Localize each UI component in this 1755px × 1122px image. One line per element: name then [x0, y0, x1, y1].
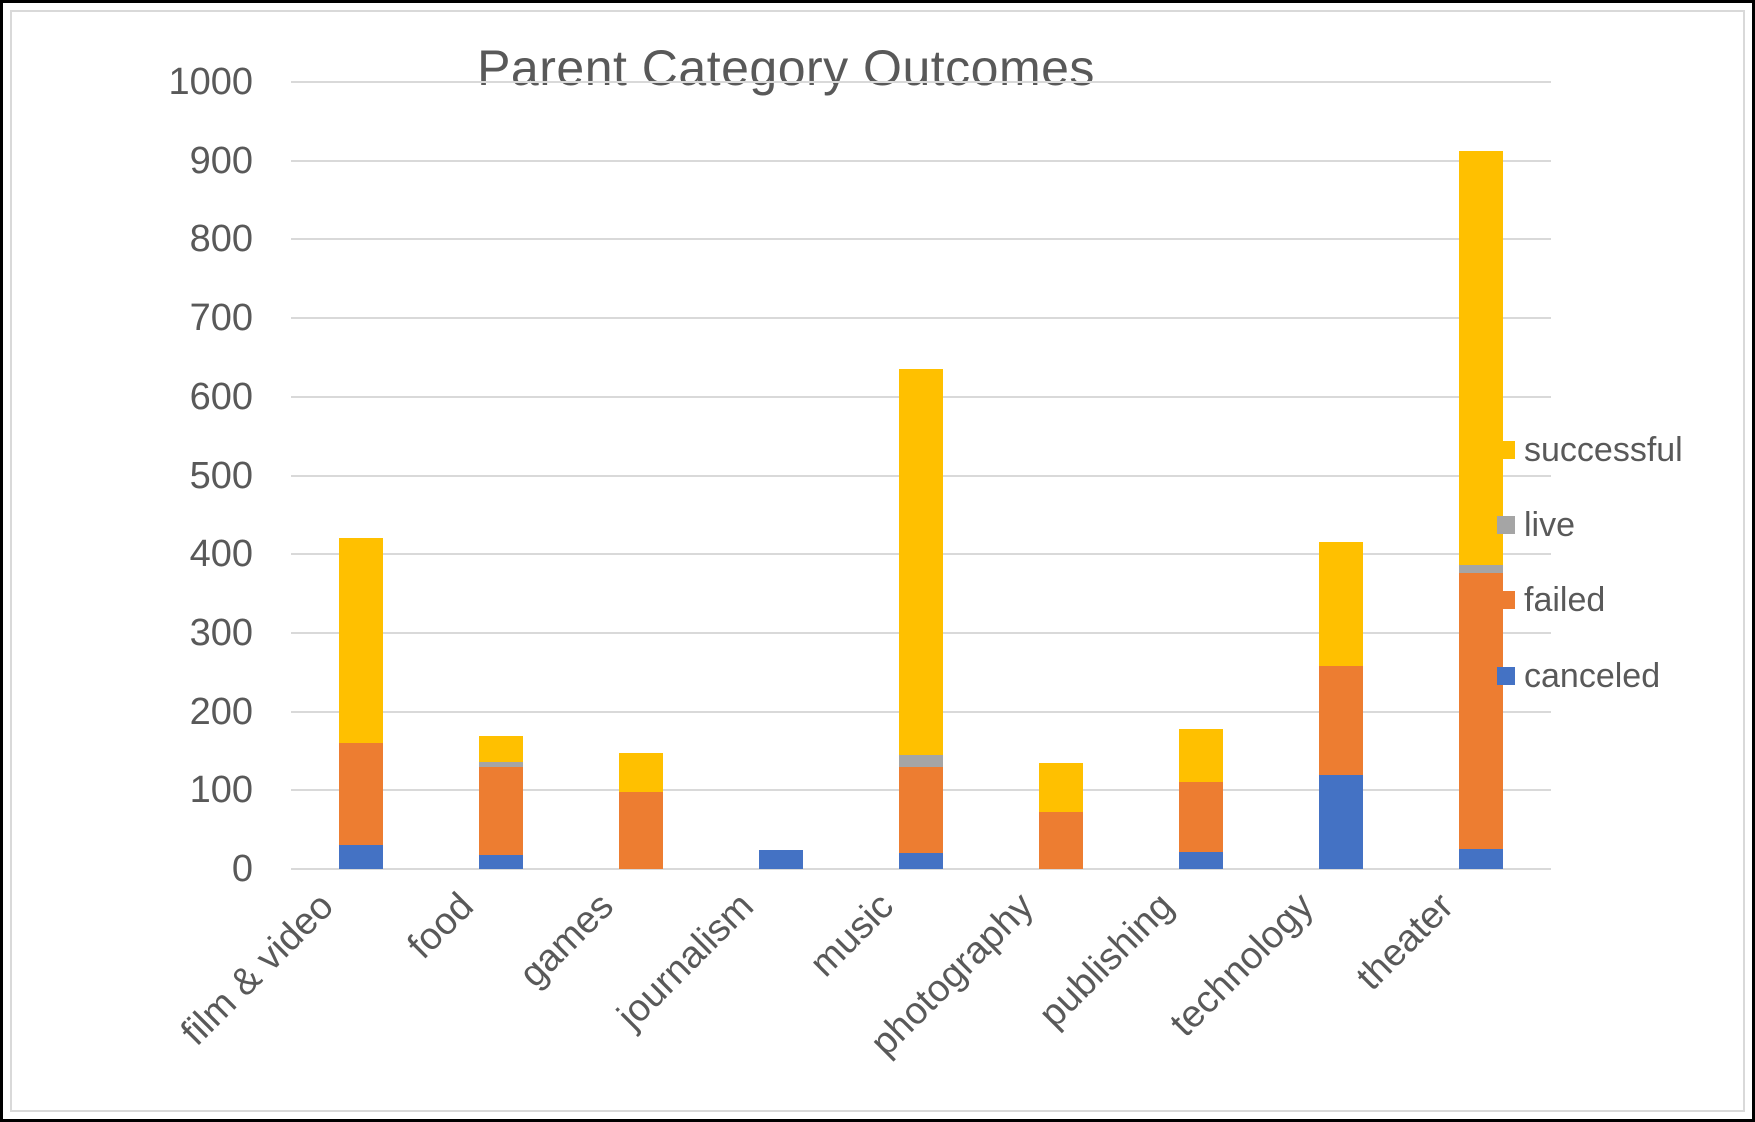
legend-item-successful: successful: [1497, 430, 1683, 470]
gridline: [291, 317, 1551, 320]
bar-segment-failed: [1039, 812, 1083, 869]
bar-segment-live: [1459, 565, 1503, 574]
bar-segment-successful: [1319, 541, 1363, 666]
y-axis-tick-label: 300: [189, 611, 253, 654]
y-axis-tick-label: 100: [189, 769, 253, 812]
bar-segment-successful: [1459, 151, 1503, 566]
legend-label: failed: [1524, 580, 1606, 619]
legend-item-live: live: [1497, 505, 1575, 545]
gridline: [291, 81, 1551, 83]
y-axis-tick-label: 800: [189, 218, 253, 261]
y-axis-tick-label: 1000: [168, 61, 253, 103]
bar-segment-failed: [1459, 573, 1503, 850]
bar-segment-failed: [479, 766, 523, 855]
bar-segment-canceled: [479, 854, 523, 869]
bar-segment-canceled: [1319, 774, 1363, 869]
chart-title: Parent Category Outcomes: [477, 40, 1095, 96]
y-axis-tick-label: 700: [189, 297, 253, 340]
legend-swatch-icon: [1497, 667, 1515, 685]
gridline: [291, 159, 1551, 162]
bar-segment-successful: [339, 538, 383, 744]
legend-item-canceled: canceled: [1497, 656, 1660, 696]
legend-swatch-icon: [1497, 441, 1515, 459]
bar-segment-successful: [1179, 728, 1223, 783]
bar-segment-canceled: [1179, 852, 1223, 869]
y-axis-tick-label: 400: [189, 533, 253, 576]
legend-swatch-icon: [1497, 516, 1515, 534]
legend-label: live: [1524, 505, 1576, 544]
legend-label: successful: [1524, 430, 1683, 469]
legend-swatch-icon: [1497, 591, 1515, 609]
bar-segment-live: [899, 754, 943, 768]
bar-segment-canceled: [899, 853, 943, 869]
chart-frame-border: [10, 10, 1745, 1112]
y-axis-tick-label: 500: [189, 454, 253, 497]
bar-segment-successful: [619, 752, 663, 792]
bar-segment-failed: [339, 743, 383, 846]
legend-item-failed: failed: [1497, 580, 1605, 620]
bar-segment-canceled: [759, 850, 803, 869]
bar-segment-failed: [1319, 665, 1363, 775]
y-axis-tick-label: 900: [189, 139, 253, 182]
legend-label: canceled: [1524, 656, 1661, 695]
gridline: [291, 238, 1551, 241]
bar-segment-failed: [1179, 782, 1223, 853]
bar-segment-failed: [619, 791, 663, 869]
bar-segment-canceled: [339, 845, 383, 869]
bar-segment-live: [479, 761, 523, 767]
y-axis-tick-label: 600: [189, 375, 253, 418]
gridline: [291, 868, 1551, 870]
y-axis-tick-label: 200: [189, 690, 253, 733]
bar-segment-successful: [899, 369, 943, 755]
y-axis-tick-label: 0: [231, 848, 253, 890]
bar-segment-successful: [1039, 762, 1083, 813]
bar-segment-failed: [899, 767, 943, 854]
bar-segment-canceled: [1459, 849, 1503, 869]
stacked-bar-chart: Parent Category Outcomes 0 100 200 300 400 50…: [3, 3, 1752, 1119]
bar-segment-successful: [479, 735, 523, 762]
